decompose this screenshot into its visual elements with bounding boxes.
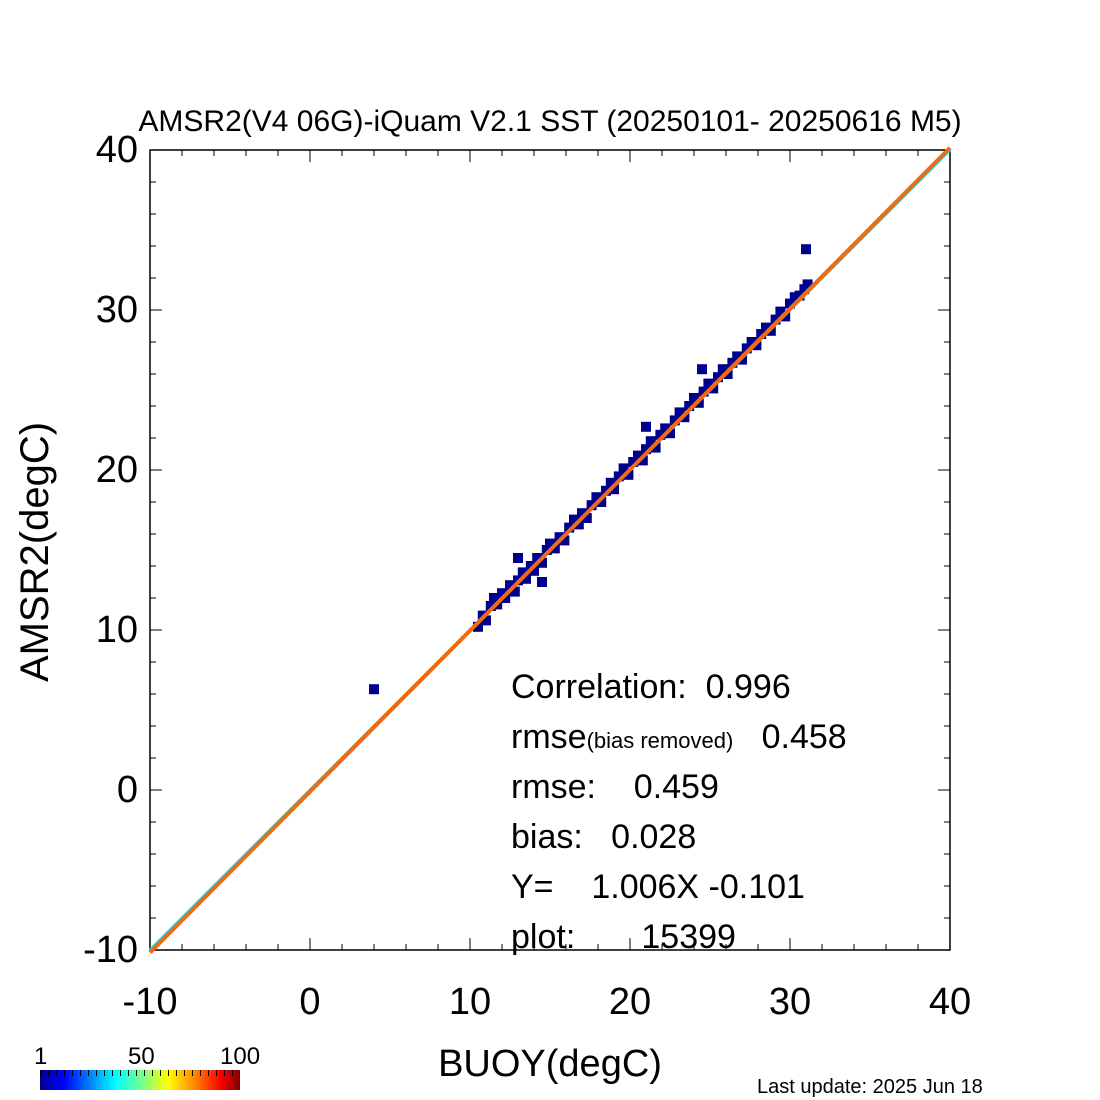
data-point: [517, 567, 528, 578]
data-point: [549, 543, 560, 554]
data-point: [645, 436, 656, 447]
data-point: [605, 477, 616, 488]
x-tick-label: 30: [768, 981, 812, 1023]
data-point: [801, 244, 811, 255]
y-tick-label: 10: [95, 609, 138, 651]
y-tick-label: -10: [83, 929, 138, 971]
plot-frame: [149, 149, 951, 951]
y-axis-label: AMSR2(degC): [13, 421, 57, 683]
axis-ticks: [149, 149, 951, 951]
stat-correlation: Correlation: 0.996: [511, 668, 791, 706]
data-point: [537, 557, 547, 568]
data-point: [369, 684, 379, 695]
data-point: [559, 535, 570, 546]
colorbar-ticks: [40, 1070, 240, 1076]
colorbar-label-min: 1: [34, 1043, 48, 1070]
data-point: [684, 401, 695, 411]
data-point: [669, 415, 680, 426]
reference-lines: [148, 146, 952, 954]
regression-line: [148, 146, 952, 954]
bias-label: bias:: [511, 818, 583, 856]
data-point: [697, 364, 707, 375]
stat-rmse-bias-removed: rmse(bias removed) 0.458: [511, 718, 847, 760]
data-point: [573, 519, 584, 530]
data-point: [650, 442, 661, 453]
x-tick-label: 40: [928, 981, 972, 1023]
data-point: [794, 290, 805, 301]
data-point: [481, 615, 491, 626]
data-point: [505, 580, 515, 591]
data-point: [473, 621, 483, 632]
data-point: [637, 455, 648, 466]
data-point: [698, 386, 709, 397]
correlation-label: Correlation:: [511, 668, 687, 706]
y-tick-label: 30: [95, 289, 138, 331]
colorbar-label-max: 100: [220, 1043, 261, 1070]
colorbar-label-mid: 50: [128, 1043, 155, 1070]
data-point: [521, 573, 531, 584]
rmse-br-sub: (bias removed): [586, 728, 734, 753]
stat-fit: Y= 1.006X -0.101: [511, 868, 805, 906]
data-point: [541, 545, 552, 555]
data-points: [369, 244, 813, 695]
data-point: [713, 372, 723, 383]
data-point: [727, 357, 738, 368]
data-point: [609, 484, 619, 495]
data-point: [613, 471, 624, 482]
data-point: [741, 343, 752, 354]
data-point: [485, 601, 496, 611]
y-tick-label: 0: [116, 769, 138, 811]
data-point: [596, 497, 607, 507]
fit-label: Y=: [511, 868, 554, 906]
data-point: [623, 469, 634, 480]
data-point: [802, 279, 813, 290]
data-point: [564, 522, 575, 533]
rmse-br-label: rmse: [511, 718, 587, 756]
rmse-br-value: 0.458: [761, 718, 847, 756]
data-point: [655, 429, 666, 440]
correlation-value: 0.996: [705, 668, 791, 706]
data-point: [665, 428, 675, 439]
data-point: [628, 457, 639, 467]
y-tick-label: 20: [95, 449, 138, 491]
x-tick-label: 10: [448, 981, 492, 1023]
x-tick-label: -10: [122, 981, 178, 1023]
data-point: [586, 500, 597, 511]
data-point: [529, 565, 539, 576]
x-tick-label: 0: [299, 981, 321, 1023]
x-tick-label: 20: [608, 981, 652, 1023]
data-point: [581, 513, 592, 523]
data-point: [509, 586, 520, 597]
data-point: [756, 329, 767, 339]
bias-value: 0.028: [611, 818, 697, 856]
data-point: [601, 485, 611, 496]
plot-label: plot:: [511, 918, 576, 956]
x-axis-label: BUOY(degC): [438, 1043, 662, 1085]
stat-plot-count: plot: 15399: [511, 918, 736, 956]
data-point: [618, 463, 629, 474]
data-point: [770, 314, 781, 325]
y-tick-label: 40: [95, 129, 138, 171]
rmse-label: rmse:: [511, 768, 596, 806]
stat-rmse: rmse: 0.459: [511, 768, 719, 806]
last-update-text: Last update: 2025 Jun 18: [757, 1076, 983, 1098]
data-point: [641, 444, 651, 455]
plot-value: 15399: [641, 918, 736, 956]
rmse-value: 0.459: [633, 768, 719, 806]
data-point: [513, 553, 523, 563]
stat-bias: bias: 0.028: [511, 818, 696, 856]
data-point: [489, 593, 499, 603]
chart-title: AMSR2(V4 06G)-iQuam V2.1 SST (20250101- …: [138, 105, 962, 138]
data-point: [537, 577, 547, 587]
data-point: [641, 421, 651, 432]
data-point: [785, 298, 795, 309]
fit-value: 1.006X -0.101: [591, 868, 805, 906]
